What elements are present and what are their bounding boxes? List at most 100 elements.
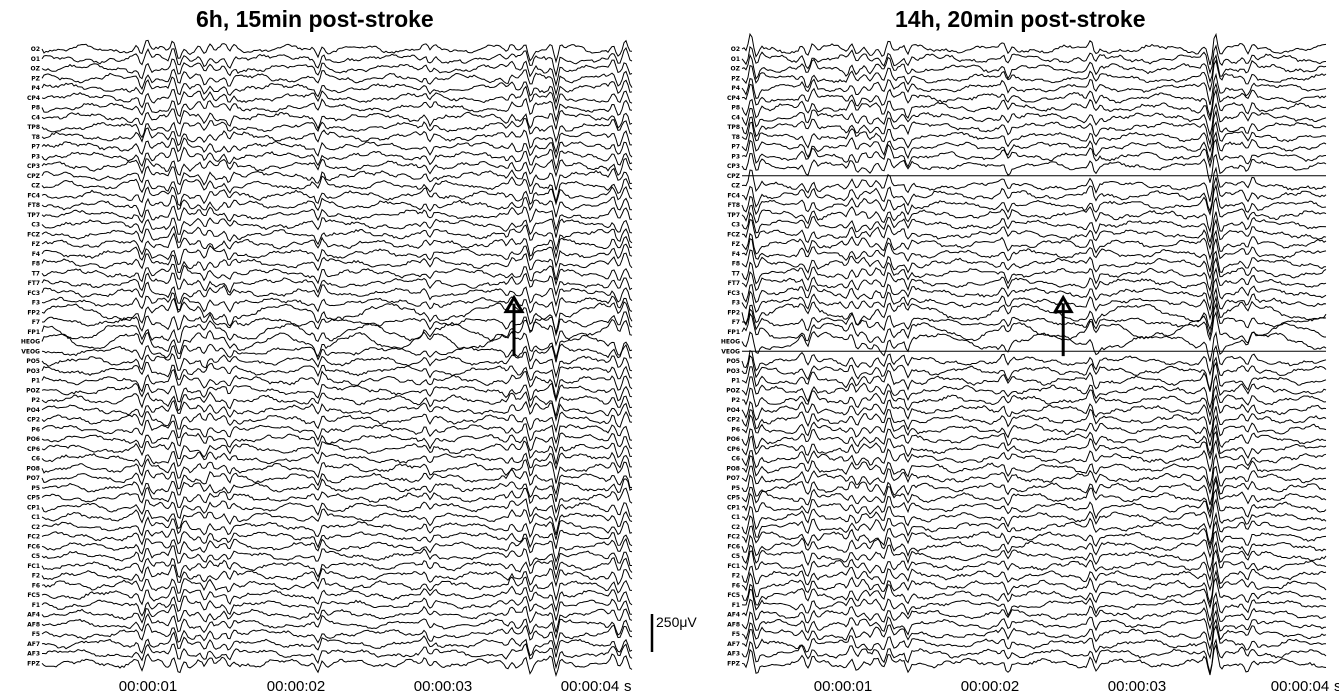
channel-label: F4 <box>732 251 740 258</box>
eeg-trace <box>741 430 1327 461</box>
eeg-trace <box>41 318 633 347</box>
channel-label: F6 <box>732 582 740 589</box>
channel-label: C6 <box>31 456 40 463</box>
channel-label: T7 <box>32 270 40 277</box>
channel-label: F3 <box>32 300 40 307</box>
annotation-arrow-head <box>1052 294 1074 314</box>
eeg-trace <box>41 205 632 232</box>
x-tick-label: 00:00:02 <box>267 678 325 695</box>
channel-label: TP7 <box>727 212 740 219</box>
channel-label: O1 <box>31 56 40 63</box>
channel-label: C4 <box>731 114 740 121</box>
channel-label: CZ <box>31 183 40 190</box>
x-tick-label: 00:00:02 <box>961 678 1019 695</box>
eeg-trace <box>41 281 633 308</box>
eeg-trace <box>41 419 633 445</box>
eeg-trace <box>41 399 633 422</box>
channel-label: VEOG <box>21 348 40 355</box>
eeg-trace <box>741 330 1327 362</box>
channel-label: F7 <box>32 319 40 326</box>
eeg-trace <box>741 598 1327 631</box>
eeg-trace <box>741 373 1327 410</box>
channel-label: CP3 <box>27 163 40 170</box>
channel-label: AF3 <box>27 651 40 658</box>
channel-label: FZ <box>732 241 741 248</box>
channel-label: CP6 <box>727 446 740 453</box>
channel-label: CPZ <box>727 173 741 180</box>
channel-label: P5 <box>731 485 740 492</box>
eeg-trace <box>41 410 633 434</box>
channel-label: F3 <box>732 300 740 307</box>
eeg-trace <box>741 138 1327 169</box>
channel-label: P1 <box>731 378 740 385</box>
channel-label: C1 <box>31 514 40 521</box>
channel-label: PO5 <box>726 358 740 365</box>
channel-label: FPZ <box>27 660 40 667</box>
eeg-trace <box>41 58 633 87</box>
channel-label: OZ <box>31 66 41 73</box>
eeg-trace <box>41 557 633 581</box>
channel-label: O1 <box>731 56 740 63</box>
eeg-trace <box>741 238 1327 272</box>
eeg-trace <box>41 382 633 403</box>
channel-label: FZ <box>32 241 41 248</box>
eeg-trace <box>42 311 633 337</box>
channel-label: AF4 <box>727 612 740 619</box>
eeg-trace <box>741 310 1326 344</box>
channel-label: CZ <box>731 183 740 190</box>
eeg-trace <box>741 609 1327 641</box>
x-tick-label: 00:00:03 <box>414 678 472 695</box>
eeg-trace <box>741 465 1326 495</box>
channel-label: TP8 <box>27 124 40 131</box>
channel-label: P4 <box>31 85 40 92</box>
eeg-trace <box>42 643 633 670</box>
channel-label: VEOG <box>721 348 740 355</box>
eeg-trace <box>41 516 633 540</box>
channel-label: CP2 <box>727 417 740 424</box>
eeg-trace <box>41 297 633 335</box>
channel-label: T8 <box>732 134 740 141</box>
eeg-trace <box>41 39 633 64</box>
eeg-trace <box>741 540 1327 573</box>
channel-label: FC6 <box>27 543 40 550</box>
eeg-trace <box>741 166 1327 202</box>
channel-label: P8 <box>31 105 40 112</box>
eeg-trace <box>741 72 1327 106</box>
eeg-trace <box>41 631 633 658</box>
eeg-trace <box>41 468 633 496</box>
channel-label: FT7 <box>28 280 40 287</box>
eeg-trace <box>41 430 633 454</box>
eeg-trace <box>41 545 632 571</box>
channel-label: F6 <box>32 582 40 589</box>
eeg-trace <box>741 196 1327 234</box>
eeg-trace <box>741 82 1327 119</box>
eeg-trace <box>41 604 633 633</box>
eeg-trace <box>41 343 633 363</box>
eeg-trace <box>741 406 1327 439</box>
channel-label: FC5 <box>27 592 40 599</box>
channel-label: FT8 <box>28 202 40 209</box>
channel-label: FC2 <box>27 534 40 541</box>
channel-label: FP1 <box>27 329 40 336</box>
channel-label: CPZ <box>27 173 41 180</box>
channel-label: PO7 <box>26 475 40 482</box>
eeg-trace <box>41 653 633 678</box>
channel-label: POZ <box>726 387 740 394</box>
x-tick-label: 00:00:03 <box>1108 678 1166 695</box>
channel-label: PO6 <box>26 436 40 443</box>
channel-label: AF7 <box>27 641 40 648</box>
eeg-trace <box>41 585 633 613</box>
channel-label: O2 <box>31 46 40 53</box>
channel-label: FP2 <box>727 309 740 316</box>
channel-label: AF3 <box>727 651 740 658</box>
eeg-trace <box>741 295 1327 332</box>
eeg-trace <box>741 88 1327 122</box>
eeg-trace <box>41 458 633 484</box>
eeg-trace <box>741 120 1327 153</box>
eeg-trace <box>41 157 633 178</box>
eeg-trace <box>41 175 633 204</box>
eeg-trace <box>41 263 633 287</box>
channel-label: C2 <box>31 524 40 531</box>
eeg-trace <box>41 622 633 651</box>
eeg-trace <box>741 53 1327 84</box>
